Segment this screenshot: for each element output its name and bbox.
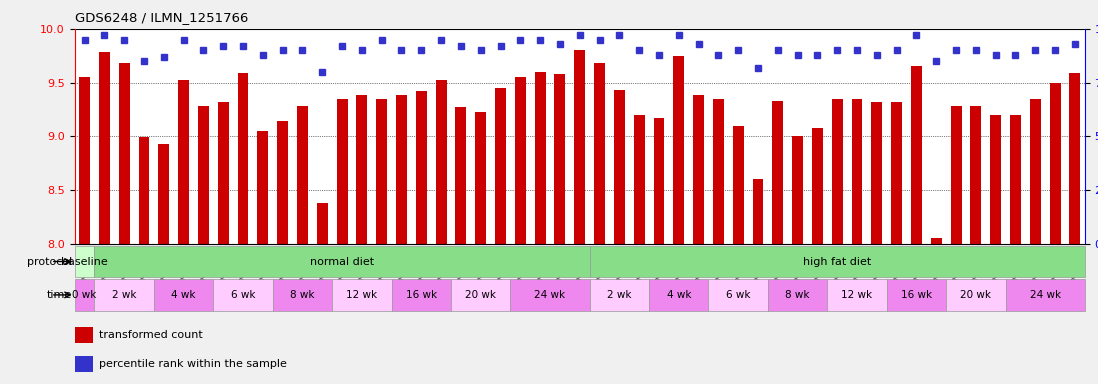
Bar xyxy=(1010,115,1021,244)
Bar xyxy=(832,99,842,244)
Text: 0 wk: 0 wk xyxy=(72,290,97,300)
Text: 20 wk: 20 wk xyxy=(466,290,496,300)
Bar xyxy=(752,179,763,244)
Bar xyxy=(892,102,903,244)
Bar xyxy=(653,118,664,244)
Bar xyxy=(852,99,863,244)
Bar xyxy=(946,279,1006,311)
Text: percentile rank within the sample: percentile rank within the sample xyxy=(99,359,287,369)
Bar xyxy=(396,96,407,244)
Bar xyxy=(257,131,268,244)
Bar xyxy=(693,96,704,244)
Bar xyxy=(1069,73,1080,244)
Text: baseline: baseline xyxy=(61,257,108,266)
Text: 4 wk: 4 wk xyxy=(666,290,691,300)
Text: GDS6248 / ILMN_1251766: GDS6248 / ILMN_1251766 xyxy=(75,12,248,25)
Bar xyxy=(416,91,427,244)
Text: 6 wk: 6 wk xyxy=(231,290,255,300)
Bar xyxy=(377,99,388,244)
Bar xyxy=(649,279,708,311)
Text: 4 wk: 4 wk xyxy=(171,290,195,300)
Text: 2 wk: 2 wk xyxy=(112,290,136,300)
Bar xyxy=(94,246,590,277)
Text: 16 wk: 16 wk xyxy=(406,290,437,300)
Bar xyxy=(911,66,922,244)
Bar xyxy=(75,246,94,277)
Bar xyxy=(357,96,368,244)
Bar xyxy=(990,115,1001,244)
Bar xyxy=(317,203,327,244)
Text: 8 wk: 8 wk xyxy=(290,290,315,300)
Bar xyxy=(772,101,783,244)
Bar xyxy=(217,102,228,244)
Text: transformed count: transformed count xyxy=(99,330,203,341)
Text: protocol: protocol xyxy=(27,257,72,266)
Bar xyxy=(535,72,546,244)
Bar xyxy=(94,279,154,311)
Bar xyxy=(99,53,110,244)
Bar xyxy=(887,279,946,311)
Text: 8 wk: 8 wk xyxy=(785,290,810,300)
Bar xyxy=(277,121,288,244)
Bar xyxy=(792,136,803,244)
Bar xyxy=(590,279,649,311)
Bar xyxy=(1006,279,1085,311)
Bar xyxy=(827,279,887,311)
Text: 12 wk: 12 wk xyxy=(841,290,873,300)
Bar xyxy=(515,77,526,244)
Bar xyxy=(198,106,209,244)
Text: 12 wk: 12 wk xyxy=(346,290,378,300)
Bar xyxy=(75,356,93,372)
Bar xyxy=(713,99,724,244)
Bar xyxy=(237,73,248,244)
Bar xyxy=(1030,99,1041,244)
Bar xyxy=(574,50,585,244)
Bar xyxy=(554,74,565,244)
Bar xyxy=(594,63,605,244)
Bar xyxy=(951,106,962,244)
Bar xyxy=(1050,83,1061,244)
Bar xyxy=(590,246,1085,277)
Bar xyxy=(213,279,272,311)
Bar xyxy=(337,99,347,244)
Bar xyxy=(813,128,822,244)
Text: 6 wk: 6 wk xyxy=(726,290,750,300)
Bar xyxy=(971,106,982,244)
Bar xyxy=(436,80,447,244)
Bar xyxy=(931,238,942,244)
Text: normal diet: normal diet xyxy=(310,257,374,266)
Bar xyxy=(75,279,94,311)
Bar xyxy=(511,279,590,311)
Bar xyxy=(451,279,511,311)
Text: 20 wk: 20 wk xyxy=(961,290,991,300)
Bar xyxy=(872,102,883,244)
Bar xyxy=(768,279,827,311)
Bar xyxy=(495,88,506,244)
Text: 24 wk: 24 wk xyxy=(1030,290,1061,300)
Bar xyxy=(75,327,93,344)
Bar xyxy=(333,279,392,311)
Bar xyxy=(392,279,451,311)
Text: 16 wk: 16 wk xyxy=(900,290,932,300)
Bar xyxy=(732,126,743,244)
Text: high fat diet: high fat diet xyxy=(803,257,872,266)
Bar xyxy=(673,56,684,244)
Text: 2 wk: 2 wk xyxy=(607,290,631,300)
Bar xyxy=(119,63,130,244)
Bar xyxy=(138,137,149,244)
Bar xyxy=(178,80,189,244)
Bar xyxy=(296,106,307,244)
Bar xyxy=(456,107,467,244)
Text: 24 wk: 24 wk xyxy=(535,290,565,300)
Bar xyxy=(154,279,213,311)
Bar xyxy=(272,279,333,311)
Bar xyxy=(614,90,625,244)
Bar xyxy=(475,112,486,244)
Text: time: time xyxy=(47,290,72,300)
Bar xyxy=(79,77,90,244)
Bar xyxy=(158,144,169,244)
Bar xyxy=(634,115,645,244)
Bar xyxy=(708,279,768,311)
